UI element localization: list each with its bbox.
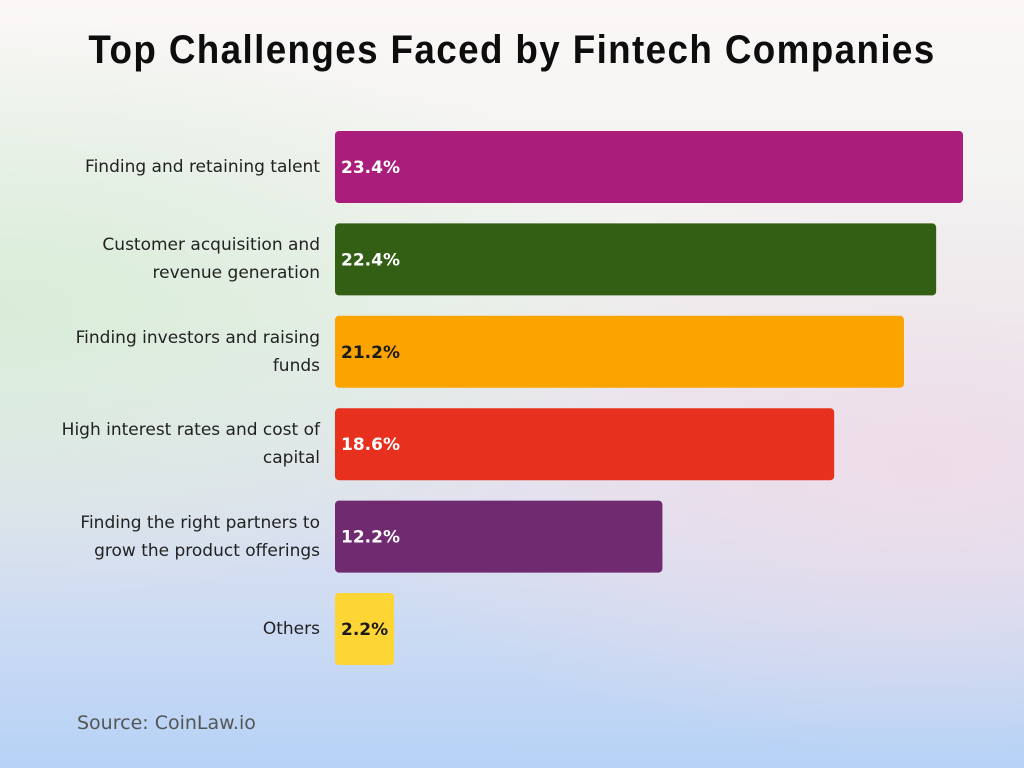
value-label: 12.2% [341, 528, 400, 548]
category-text: Finding and retaining talent [85, 157, 320, 177]
bar [335, 593, 395, 665]
value-label: 18.6% [341, 435, 400, 455]
value-label: 23.4% [341, 158, 400, 178]
category-text: Others [262, 619, 320, 639]
bar [335, 500, 663, 573]
category-text: High interest rates and cost of capital [61, 420, 320, 469]
category-label: Customer acquisition and revenue generat… [50, 223, 320, 295]
category-label: Finding investors and raising funds [50, 316, 320, 388]
bar [335, 131, 963, 203]
category-text: Finding investors and raising funds [75, 327, 320, 376]
value-label: 2.2% [341, 620, 388, 640]
bar [335, 315, 904, 388]
chart-title: Top Challenges Faced by Fintech Companie… [88, 28, 936, 72]
category-text: Customer acquisition and revenue generat… [102, 235, 320, 284]
category-label: Finding and retaining talent [50, 131, 320, 203]
category-label: High interest rates and cost of capital [50, 408, 320, 480]
source: Source: CoinLaw.io [77, 712, 256, 734]
category-text: Finding the right partners to grow the p… [80, 512, 320, 561]
bar [335, 223, 937, 296]
bar [335, 408, 835, 481]
category-label: Finding the right partners to grow the p… [50, 501, 320, 573]
value-label: 22.4% [341, 250, 400, 270]
value-label: 21.2% [341, 343, 400, 363]
category-label: Others [50, 593, 320, 665]
